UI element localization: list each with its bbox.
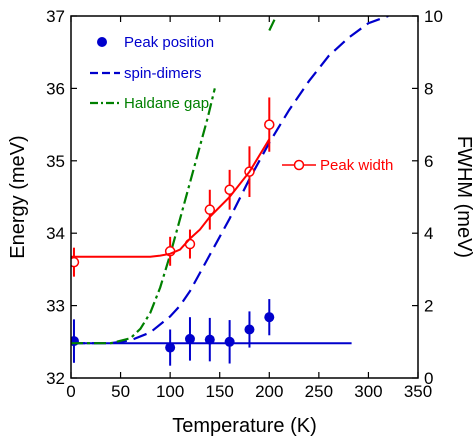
y2-tick-label: 0	[424, 369, 433, 388]
legend-label: Peak width	[320, 157, 393, 174]
legend-entry: Peak position	[97, 34, 214, 51]
data-layer	[71, 16, 389, 366]
legend-label: Haldane gap	[124, 95, 209, 112]
y2-tick-label: 4	[424, 224, 433, 243]
data-point	[224, 336, 235, 347]
legend-marker	[293, 159, 305, 171]
x-tick-label: 50	[111, 382, 130, 401]
series-line	[268, 16, 278, 31]
legend-entry: Peak width	[282, 157, 393, 174]
y2-tick-label: 2	[424, 297, 433, 316]
data-point	[165, 342, 176, 353]
data-point	[204, 204, 216, 215]
y2-tick-label: 6	[424, 152, 433, 171]
data-point	[264, 312, 275, 323]
legend-label: Peak position	[124, 34, 214, 51]
series-peak-position	[71, 299, 275, 366]
y-tick-label: 33	[46, 297, 65, 316]
x-axis-title: Temperature (K)	[172, 415, 317, 437]
plot-frame	[70, 15, 419, 379]
data-point	[184, 333, 195, 344]
x-tick-label: 300	[354, 382, 382, 401]
ticks-layer: 0 50 100 150 200 250 300 350 32 33 34 35 36 37 0 2 4 6 8 10	[46, 7, 443, 401]
legend-label: spin-dimers	[124, 65, 202, 82]
x-tick-label: 200	[255, 382, 283, 401]
series-line	[71, 138, 271, 258]
x-tick-label: 150	[206, 382, 234, 401]
data-point	[204, 334, 215, 345]
legend-entry: Haldane gap	[90, 95, 209, 112]
y-tick-label: 36	[46, 79, 65, 98]
y2-tick-label: 10	[424, 7, 443, 26]
y-axis-title: Energy (meV)	[7, 135, 29, 258]
series-spin-dimers	[71, 16, 389, 345]
legend: Peak position spin-dimers Haldane gap Peak …	[90, 34, 393, 174]
y2-axis-title: FWHM (meV)	[453, 136, 475, 258]
series-line	[71, 16, 389, 345]
legend-entry: spin-dimers	[90, 65, 202, 82]
series-peak-width	[71, 97, 275, 277]
series-line	[71, 88, 216, 345]
y-tick-label: 37	[46, 7, 65, 26]
series-series-4	[268, 16, 278, 31]
y-tick-label: 32	[46, 369, 65, 388]
series-series-6	[71, 138, 271, 258]
series-haldane-gap	[71, 88, 216, 345]
x-tick-label: 250	[305, 382, 333, 401]
x-tick-label: 100	[156, 382, 184, 401]
y2-tick-label: 8	[424, 79, 433, 98]
x-tick-label: 350	[404, 382, 432, 401]
data-point	[264, 119, 275, 130]
data-point	[244, 324, 255, 335]
y-tick-label: 35	[46, 152, 65, 171]
y-tick-label: 34	[46, 224, 65, 243]
legend-marker	[97, 37, 107, 47]
x-tick-label: 0	[66, 382, 75, 401]
